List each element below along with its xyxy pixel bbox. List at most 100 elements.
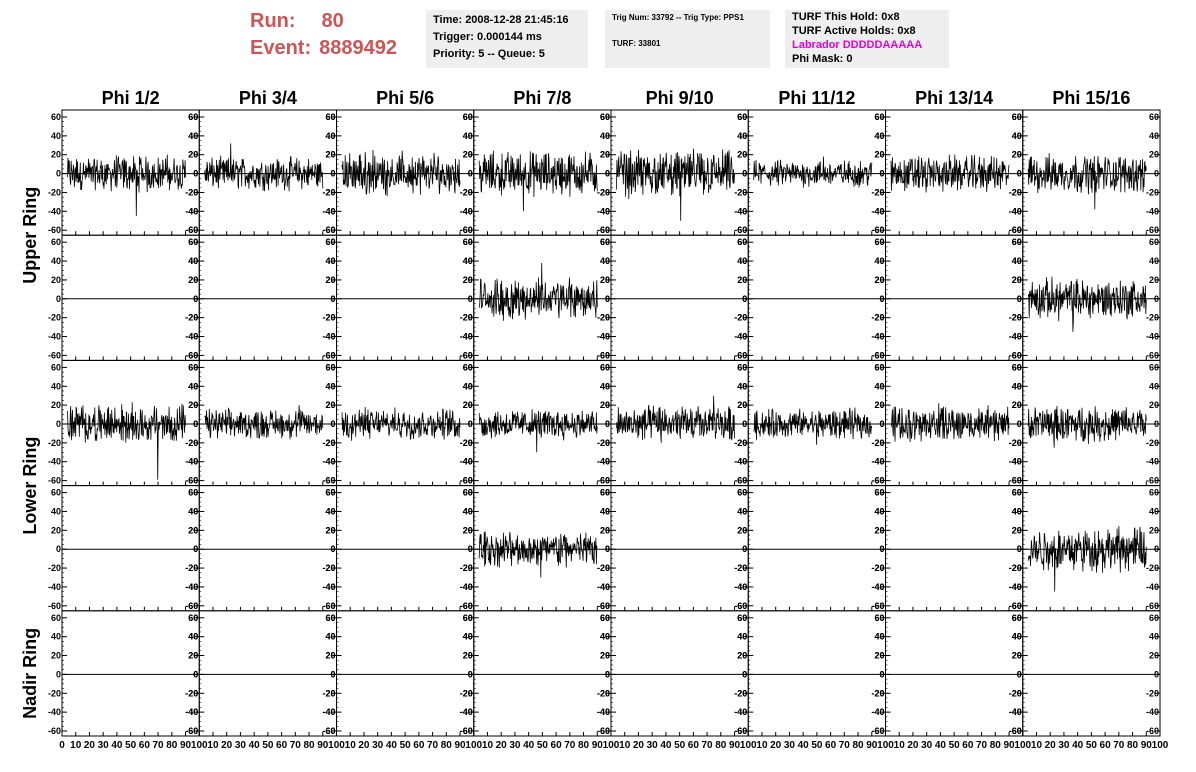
- y-tick-label: 0: [193, 294, 198, 304]
- y-tick-label: 60: [874, 488, 884, 498]
- y-tick-label: 40: [600, 381, 610, 391]
- x-tick-label: 80: [303, 740, 315, 751]
- y-tick-label: 20: [737, 400, 747, 410]
- y-tick-label: 0: [468, 169, 473, 179]
- y-tick-label: 60: [1012, 237, 1022, 247]
- y-tick-label: 0: [193, 169, 198, 179]
- y-tick-label: 40: [874, 632, 884, 642]
- y-tick-label: -20: [871, 563, 884, 573]
- y-tick-label: 0: [1017, 544, 1022, 554]
- y-tick-label: -60: [460, 726, 473, 736]
- y-tick-label: -20: [1146, 438, 1159, 448]
- y-tick-label: 40: [188, 131, 198, 141]
- y-tick-label: -40: [460, 457, 473, 467]
- y-tick-label: 20: [874, 400, 884, 410]
- y-tick-label: -20: [185, 313, 198, 323]
- x-tick-label: 70: [427, 740, 439, 751]
- y-tick-label: -60: [322, 726, 335, 736]
- y-tick-label: 0: [1154, 669, 1159, 679]
- y-tick-label: -60: [322, 350, 335, 360]
- event-row: Event: 8889492: [250, 35, 420, 62]
- y-tick-label: -60: [1009, 350, 1022, 360]
- y-tick-label: 40: [463, 131, 473, 141]
- y-tick-label: 20: [325, 275, 335, 285]
- y-tick-label: 0: [56, 419, 61, 429]
- x-tick-label: 100: [877, 740, 894, 751]
- x-tick-label: 10: [345, 740, 357, 751]
- y-tick-label: 60: [463, 362, 473, 372]
- panel-frame: [747, 485, 886, 612]
- y-tick-label: 20: [874, 525, 884, 535]
- y-tick-label: -20: [1009, 187, 1022, 197]
- panel: 60 60 40 40 20 20 0 0 -20 -20 -40 -40 -60 -60: [734, 234, 886, 361]
- y-tick-label: -40: [322, 332, 335, 342]
- panel: 60 60 40 40 20 20 0 0 -20 -20 -40 -40 -60 -60: [597, 610, 749, 737]
- y-tick-label: 60: [463, 488, 473, 498]
- y-tick-label: 60: [874, 613, 884, 623]
- y-tick-label: -20: [734, 563, 747, 573]
- y-tick-label: 40: [600, 381, 610, 391]
- panel: 60 60 40 40 20 20 0 0 -20 -20 -40 -40 -60 -60: [322, 359, 475, 487]
- y-tick-label: 40: [1149, 632, 1159, 642]
- y-tick-label: 0: [605, 294, 610, 304]
- x-tick-label: 30: [647, 740, 659, 751]
- y-tick-label: 20: [1012, 275, 1022, 285]
- y-tick-label: -20: [1009, 688, 1022, 698]
- y-tick-label: -20: [871, 563, 884, 573]
- y-tick-label: -20: [460, 438, 473, 448]
- y-tick-label: 0: [605, 169, 610, 179]
- y-tick-label: 20: [188, 150, 198, 160]
- y-tick-label: 60: [51, 488, 61, 498]
- turf-text: TURF: 33801: [612, 39, 661, 48]
- y-tick-label: -60: [734, 476, 747, 486]
- y-tick-label: -60: [48, 225, 61, 235]
- y-tick-label: 0: [468, 294, 473, 304]
- time-text: Time: 2008-12-28 21:45:16: [433, 14, 569, 26]
- y-tick-label: 60: [1012, 488, 1022, 498]
- waveform-trace: [204, 405, 324, 440]
- y-tick-label: -60: [185, 350, 198, 360]
- panel: 60 60 40 40 20 20 0 0 -20 -20 -40 -40 -60 -60: [871, 485, 1024, 612]
- y-tick-label: -60: [460, 225, 473, 235]
- y-tick-label: -60: [871, 225, 884, 235]
- y-tick-label: -40: [185, 206, 198, 216]
- panel: 60 60 40 40 20 20 0 0 -20 -20 -40 -40 -60 -60: [871, 610, 1024, 737]
- x-tick-label: 90: [454, 740, 466, 751]
- y-tick-label: -40: [48, 707, 61, 717]
- y-tick-label: -40: [734, 707, 747, 717]
- x-tick-label: 80: [852, 740, 864, 751]
- y-tick-label: 40: [874, 632, 884, 642]
- x-tick-label: 100: [191, 740, 208, 751]
- y-tick-label: -40: [871, 206, 884, 216]
- y-tick-label: 60: [325, 613, 335, 623]
- x-tick-label: 10: [619, 740, 631, 751]
- y-tick-label: 20: [325, 400, 335, 410]
- x-tick-label: 80: [166, 740, 178, 751]
- y-tick-label: -20: [1009, 313, 1022, 323]
- x-tick-label: 30: [372, 740, 384, 751]
- y-tick-label: -40: [597, 707, 610, 717]
- y-tick-label: 60: [1012, 613, 1022, 623]
- y-tick-label: 20: [463, 525, 473, 535]
- panel: 60 60 40 40 20 20 0 0 -20 -20 -40 -40 -60 -60: [48, 234, 200, 361]
- x-tick-label: 20: [1045, 740, 1057, 751]
- y-tick-label: -40: [871, 457, 884, 467]
- y-tick-label: 60: [188, 237, 198, 247]
- y-tick-label: -60: [734, 225, 747, 235]
- y-tick-label: 60: [737, 613, 747, 623]
- y-tick-label: -40: [48, 206, 61, 216]
- y-tick-label: -40: [734, 457, 747, 467]
- y-tick-label: 60: [1149, 237, 1159, 247]
- y-tick-label: 40: [600, 632, 610, 642]
- waveform-trace: [1027, 153, 1147, 210]
- y-tick-label: -40: [871, 206, 884, 216]
- y-tick-label: 40: [600, 256, 610, 266]
- y-tick-label: 60: [874, 488, 884, 498]
- x-tick-label: 70: [839, 740, 851, 751]
- y-tick-label: 60: [600, 362, 610, 372]
- x-tick-label: 20: [633, 740, 645, 751]
- x-tick-label: 40: [935, 740, 947, 751]
- x-tick-label: 50: [949, 740, 961, 751]
- x-tick-label: 50: [811, 740, 823, 751]
- y-tick-label: -20: [1146, 187, 1159, 197]
